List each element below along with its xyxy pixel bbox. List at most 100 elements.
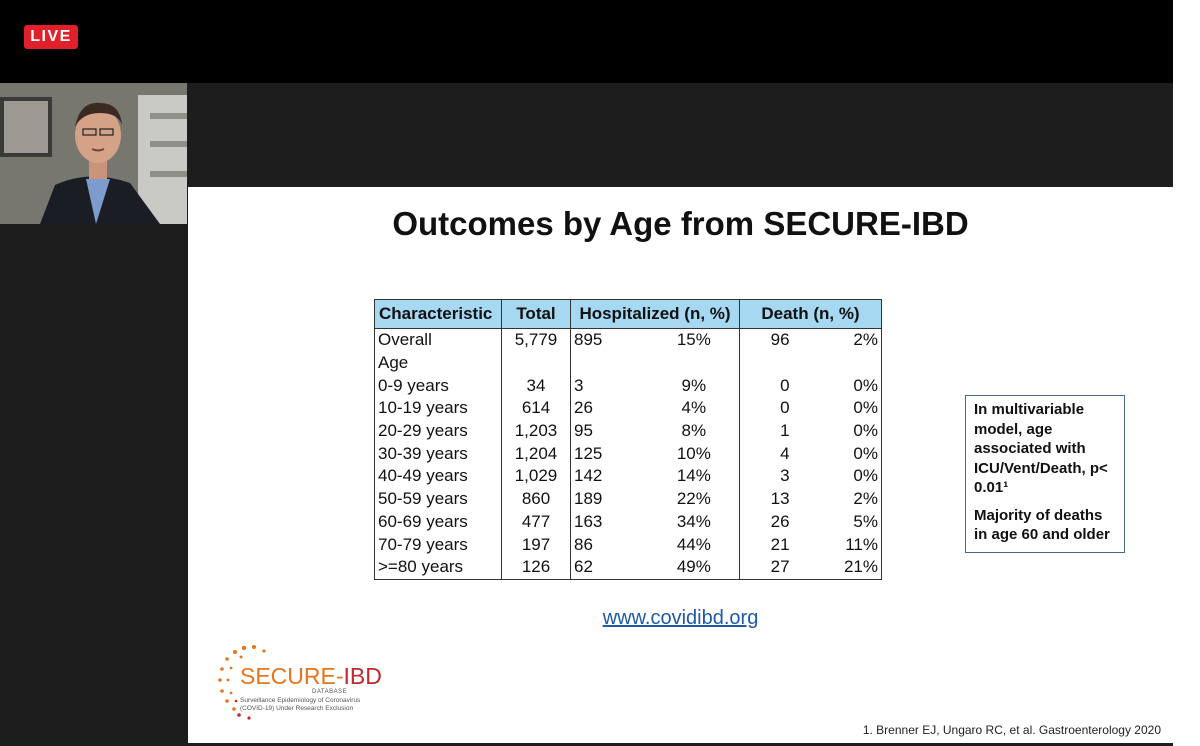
table-cell: 0% bbox=[819, 465, 882, 488]
table-cell: 4 bbox=[738, 442, 820, 466]
citation: 1. Brenner EJ, Ungaro RC, et al. Gastroe… bbox=[862, 723, 1161, 737]
table-cell: 0 bbox=[738, 374, 820, 398]
table-cell: 1,029 bbox=[501, 465, 571, 488]
key-findings-box: In multivariable model, age associated w… bbox=[965, 395, 1125, 553]
table-cell bbox=[738, 351, 820, 375]
table-cell bbox=[569, 351, 649, 375]
table-cell: 44% bbox=[648, 533, 740, 556]
live-badge: LIVE bbox=[24, 25, 78, 49]
table-cell: 14% bbox=[648, 465, 740, 488]
table-cell: 0% bbox=[819, 397, 882, 420]
col-death: Death (n, %) bbox=[739, 299, 882, 329]
table-cell: 15% bbox=[648, 328, 740, 352]
secure-ibd-logo: SECURE-IBD DATABASE Surveillance Epidemi… bbox=[214, 642, 394, 722]
table-row: 20-29 years 1,203 95 8% 1 0% bbox=[374, 419, 882, 443]
logo-tagline-line1: Surveillance Epidemiology of Coronavirus bbox=[240, 697, 361, 704]
table-row: 10-19 years 614 26 4% 0 0% bbox=[374, 397, 882, 420]
table-cell: 142 bbox=[569, 465, 649, 488]
table-cell: 2% bbox=[819, 328, 882, 352]
table-cell: 197 bbox=[501, 533, 571, 556]
table-row: Overall 5,779 895 15% 96 2% bbox=[374, 328, 882, 352]
table-cell: 13 bbox=[738, 487, 820, 511]
table-cell: 27 bbox=[738, 555, 820, 580]
table-cell: 34 bbox=[501, 374, 571, 398]
table-cell: 40-49 years bbox=[374, 465, 502, 488]
finding-majority-deaths: Majority of deaths in age 60 and older bbox=[974, 506, 1110, 544]
table-cell: 10-19 years bbox=[374, 397, 502, 420]
table-cell: 9% bbox=[648, 374, 740, 398]
table-row: >=80 years 126 62 49% 27 21% bbox=[374, 555, 882, 580]
table-row: 60-69 years 477 163 34% 26 5% bbox=[374, 510, 882, 534]
table-cell: 11% bbox=[819, 533, 882, 556]
table-cell: >=80 years bbox=[374, 555, 502, 580]
table-cell: 8% bbox=[648, 419, 740, 443]
table-cell: Age bbox=[374, 351, 502, 375]
table-cell: 0% bbox=[819, 374, 882, 398]
logo-database-label: DATABASE bbox=[312, 689, 348, 695]
table-cell: 50-59 years bbox=[374, 487, 502, 511]
table-row: 40-49 years 1,029 142 14% 3 0% bbox=[374, 465, 882, 488]
table-row: 70-79 years 197 86 44% 21 11% bbox=[374, 533, 882, 556]
table-row: 30-39 years 1,204 125 10% 4 0% bbox=[374, 442, 882, 466]
table-header-row: Characteristic Total Hospitalized (n, %)… bbox=[374, 299, 882, 329]
table-cell: 3 bbox=[569, 374, 649, 398]
table-cell: 477 bbox=[501, 510, 571, 534]
table-cell: 26 bbox=[738, 510, 820, 534]
table-row: 0-9 years 34 3 9% 0 0% bbox=[374, 374, 882, 398]
logo-word-ibd: IBD bbox=[343, 663, 382, 689]
table-cell: 96 bbox=[738, 328, 820, 352]
table-cell: 3 bbox=[738, 465, 820, 488]
table-cell: 125 bbox=[569, 442, 649, 466]
stream-top-bar: LIVE bbox=[0, 0, 1173, 83]
table-cell bbox=[819, 351, 882, 375]
presenter-video-frame bbox=[0, 83, 187, 224]
table-cell: 21% bbox=[819, 555, 882, 580]
table-cell: 0 bbox=[738, 397, 820, 420]
logo-tagline: Surveillance Epidemiology of Coronavirus… bbox=[240, 697, 360, 713]
table-cell: 34% bbox=[648, 510, 740, 534]
table-cell: 60-69 years bbox=[374, 510, 502, 534]
table-cell: 62 bbox=[569, 555, 649, 580]
table-cell bbox=[501, 351, 571, 375]
logo-wordmark: SECURE-IBD bbox=[240, 664, 382, 688]
table-cell: 2% bbox=[819, 487, 882, 511]
col-characteristic: Characteristic bbox=[374, 299, 502, 329]
table-cell: Overall bbox=[374, 328, 502, 352]
table-cell bbox=[648, 351, 740, 375]
covidibd-link[interactable]: www.covidibd.org bbox=[602, 607, 759, 629]
table-cell: 0% bbox=[819, 419, 882, 443]
table-cell: 30-39 years bbox=[374, 442, 502, 466]
table-cell: 5,779 bbox=[501, 328, 571, 352]
table-cell: 860 bbox=[501, 487, 571, 511]
table-cell: 0-9 years bbox=[374, 374, 502, 398]
table-cell: 1,204 bbox=[501, 442, 571, 466]
table-cell: 4% bbox=[648, 397, 740, 420]
col-hospitalized: Hospitalized (n, %) bbox=[570, 299, 740, 329]
table-cell: 614 bbox=[501, 397, 571, 420]
table-cell: 1 bbox=[738, 419, 820, 443]
table-cell: 0% bbox=[819, 442, 882, 466]
presentation-slide: Outcomes by Age from SECURE-IBD Characte… bbox=[188, 187, 1173, 743]
col-total: Total bbox=[501, 299, 571, 329]
table-cell: 20-29 years bbox=[374, 419, 502, 443]
table-row: 50-59 years 860 189 22% 13 2% bbox=[374, 487, 882, 511]
presenter-video[interactable] bbox=[0, 83, 187, 224]
table-cell: 10% bbox=[648, 442, 740, 466]
logo-word-secure: SECURE- bbox=[240, 663, 344, 689]
table-cell: 95 bbox=[569, 419, 649, 443]
table-cell: 1,203 bbox=[501, 419, 571, 443]
table-cell: 86 bbox=[569, 533, 649, 556]
table-cell: 26 bbox=[569, 397, 649, 420]
table-cell: 22% bbox=[648, 487, 740, 511]
table-cell: 189 bbox=[569, 487, 649, 511]
table-cell: 49% bbox=[648, 555, 740, 580]
table-cell: 163 bbox=[569, 510, 649, 534]
table-row: Age bbox=[374, 351, 882, 375]
secure-ibd-logo-mark bbox=[218, 645, 266, 720]
outcomes-table: Characteristic Total Hospitalized (n, %)… bbox=[374, 299, 882, 580]
slide-title: Outcomes by Age from SECURE-IBD bbox=[392, 205, 969, 242]
logo-tagline-line2: (COVID-19) Under Research Exclusion bbox=[240, 705, 354, 712]
table-cell: 895 bbox=[569, 328, 649, 352]
finding-multivariable: In multivariable model, age associated w… bbox=[974, 401, 1108, 496]
right-edge bbox=[1173, 0, 1200, 746]
